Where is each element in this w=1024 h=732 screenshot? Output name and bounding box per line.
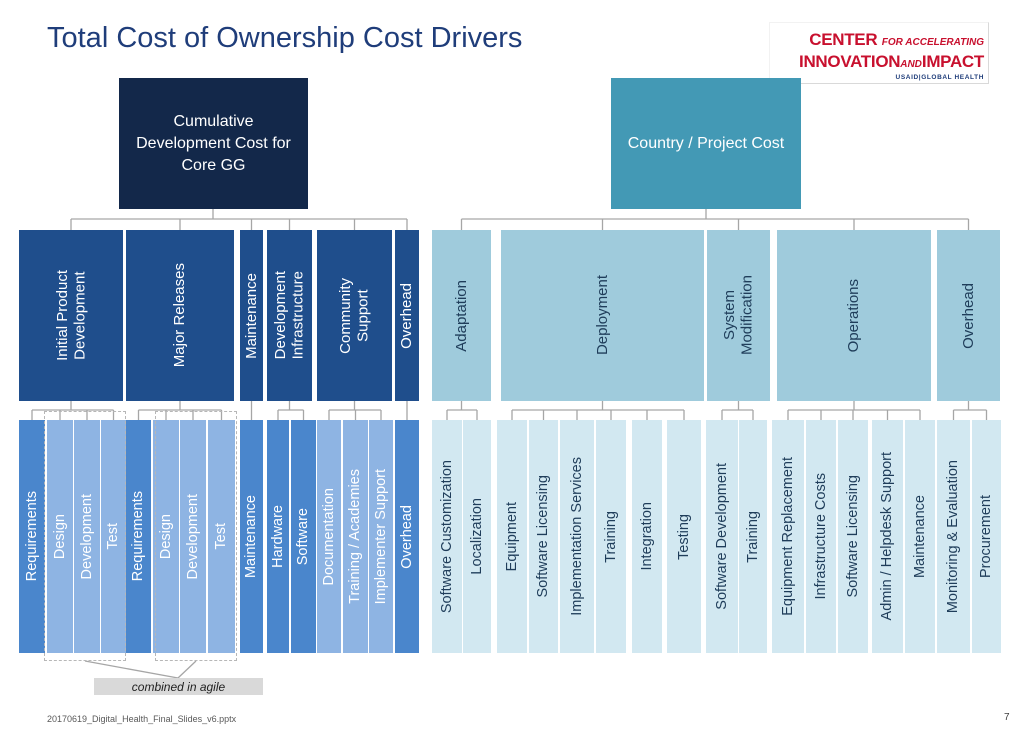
level3-box-documentation: Documentation — [317, 420, 341, 653]
level2-label: Operations — [845, 278, 863, 353]
level2-box-initial-product-development: Initial Product Development — [19, 230, 123, 401]
level2-box-overhead: Overhead — [395, 230, 419, 401]
level3-box-implementer-support: Implementer Support — [369, 420, 393, 653]
level2-box-system-modification: System Modification — [707, 230, 770, 401]
level3-label: Implementer Support — [372, 468, 389, 605]
connector-line — [84, 660, 179, 679]
level3-label: Software Licensing — [535, 475, 552, 598]
level2-box-overhead: Overhead — [937, 230, 1000, 401]
level3-label: Maintenance — [911, 494, 928, 579]
level3-box-admin-helpdesk-support: Admin / Helpdesk Support — [872, 420, 903, 653]
level3-box-development: Development — [74, 420, 100, 653]
level3-box-software: Software — [291, 420, 316, 653]
core-gg-cost-box: Cumulative Development Cost for Core GG — [119, 78, 308, 209]
level3-box-procurement: Procurement — [972, 420, 1001, 653]
level3-label: Training — [602, 510, 619, 563]
level3-box-software-development: Software Development — [706, 420, 738, 653]
logo-usaid-text: USAID|GLOBAL HEALTH — [895, 74, 984, 81]
level2-label: Overhead — [398, 282, 416, 349]
level3-label: Procurement — [978, 494, 995, 578]
level3-box-training-academies: Training / Academies — [343, 420, 368, 653]
level3-label: Training / Academies — [347, 469, 364, 604]
level3-label: Software — [295, 507, 312, 566]
level3-label: Implementation Services — [568, 457, 585, 616]
level3-label: Documentation — [320, 487, 337, 586]
level3-box-integration: Integration — [632, 420, 662, 653]
level3-box-design: Design — [47, 420, 73, 653]
level3-box-test: Test — [208, 420, 235, 653]
level2-label: Overhead — [959, 282, 977, 349]
level3-label: Software Development — [713, 463, 730, 610]
level2-label: Community Support — [337, 277, 372, 354]
level3-box-software-licensing: Software Licensing — [838, 420, 868, 653]
level3-label: Software Licensing — [844, 475, 861, 598]
page-number: 7 — [1004, 712, 1010, 723]
level3-box-development: Development — [180, 420, 206, 653]
level3-box-localization: Localization — [463, 420, 491, 653]
level3-box-maintenance: Maintenance — [240, 420, 263, 653]
level3-box-equipment-replacement: Equipment Replacement — [772, 420, 804, 653]
footer-filename: 20170619_Digital_Health_Final_Slides_v6.… — [47, 714, 237, 724]
level3-box-equipment: Equipment — [497, 420, 527, 653]
level3-box-test: Test — [101, 420, 126, 653]
logo-accelerating-text: FOR ACCELERATING — [881, 37, 984, 48]
logo-center-text: CENTER — [809, 30, 878, 49]
level3-label: Equipment — [503, 501, 520, 572]
level2-label: System Modification — [721, 275, 756, 356]
level2-box-maintenance: Maintenance — [240, 230, 263, 401]
level2-label: Development Infrastructure — [272, 271, 307, 360]
level3-box-requirements: Requirements — [126, 420, 151, 653]
country-project-cost-box: Country / Project Cost — [611, 78, 801, 209]
level3-box-monitoring-evaluation: Monitoring & Evaluation — [937, 420, 970, 653]
level3-box-software-licensing: Software Licensing — [529, 420, 558, 653]
level2-label: Deployment — [593, 275, 611, 356]
logo-and-text: AND — [900, 59, 922, 70]
logo-innovation-text: INNOVATION — [799, 52, 901, 71]
level3-box-implementation-services: Implementation Services — [560, 420, 594, 653]
level3-label: Hardware — [269, 505, 286, 568]
level3-label: Localization — [468, 498, 485, 575]
level3-label: Overhead — [398, 504, 415, 569]
level3-box-testing: Testing — [667, 420, 701, 653]
level3-box-design: Design — [153, 420, 179, 653]
logo-impact-text: IMPACT — [921, 52, 984, 71]
connector-line — [177, 660, 197, 679]
level3-label: Requirements — [130, 491, 147, 582]
level3-box-hardware: Hardware — [267, 420, 289, 653]
agile-bracket-releases — [155, 411, 237, 661]
level2-label: Adaptation — [452, 279, 470, 352]
level2-box-deployment: Deployment — [501, 230, 704, 401]
level3-label: Testing — [675, 513, 692, 560]
page-title: Total Cost of Ownership Cost Drivers — [47, 22, 523, 54]
level2-box-operations: Operations — [777, 230, 931, 401]
level2-label: Major Releases — [171, 263, 189, 368]
level3-box-overhead: Overhead — [395, 420, 419, 653]
level2-box-development-infrastructure: Development Infrastructure — [267, 230, 312, 401]
level2-box-community-support: Community Support — [317, 230, 392, 401]
level3-label: Infrastructure Costs — [812, 473, 829, 600]
level2-label: Maintenance — [242, 272, 260, 359]
level3-box-training: Training — [739, 420, 767, 653]
level3-label: Admin / Helpdesk Support — [879, 452, 896, 621]
cai-logo: CENTER FOR ACCELERATING INNOVATIONANDIMP… — [769, 22, 989, 84]
agile-bracket-initial — [44, 411, 126, 661]
agile-note: combined in agile — [94, 678, 263, 695]
level3-box-maintenance: Maintenance — [905, 420, 935, 653]
level2-box-major-releases: Major Releases — [126, 230, 234, 401]
level3-label: Equipment Replacement — [779, 457, 796, 616]
level3-box-training: Training — [596, 420, 626, 653]
level3-label: Maintenance — [243, 494, 260, 579]
level2-box-adaptation: Adaptation — [432, 230, 491, 401]
level3-box-software-customization: Software Customization — [432, 420, 462, 653]
level3-box-infrastructure-costs: Infrastructure Costs — [806, 420, 836, 653]
level3-label: Requirements — [23, 491, 40, 582]
level3-label: Training — [744, 510, 761, 563]
level3-label: Monitoring & Evaluation — [945, 459, 962, 614]
level2-label: Initial Product Development — [53, 270, 88, 361]
level3-label: Integration — [638, 502, 655, 571]
level3-label: Software Customization — [438, 459, 455, 614]
level3-box-requirements: Requirements — [19, 420, 45, 653]
